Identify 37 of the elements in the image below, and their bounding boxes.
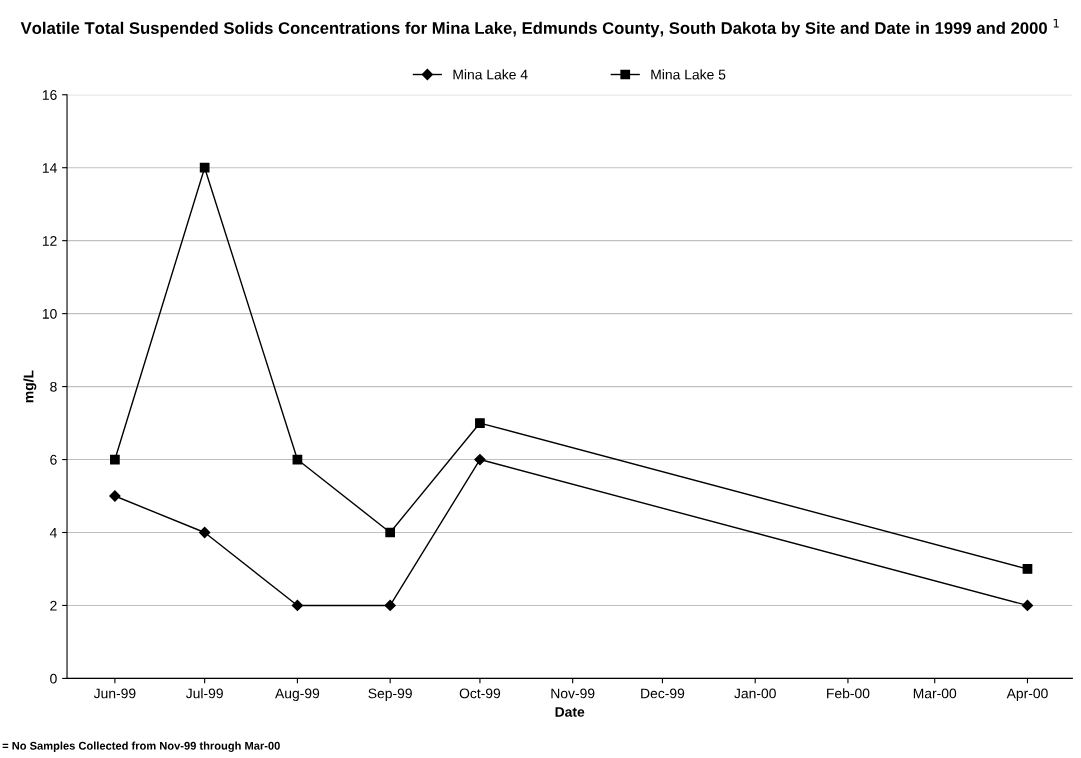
y-axis-title: mg/L [23, 370, 37, 403]
legend-label: Mina Lake 5 [651, 69, 726, 80]
x-tick-label: Oct-99 [459, 688, 501, 699]
point [110, 454, 120, 465]
text: = No Samples Collected from Nov-99 through Mar-00 [2, 741, 280, 752]
x-tick-label: Mar-00 [913, 688, 957, 699]
point [199, 526, 211, 539]
x-tick-label: Jul-99 [185, 688, 223, 699]
y-tick-label: 0 [50, 673, 57, 684]
x-axis-title: Date [555, 707, 585, 717]
point [385, 527, 396, 538]
x-tick-label: Jun-99 [93, 688, 136, 699]
y-tick-label: 6 [50, 454, 57, 465]
x-tick-label: Jan-00 [734, 688, 776, 699]
y-tick-label: 16 [42, 90, 57, 100]
y-tick-label: 10 [42, 308, 57, 319]
point [199, 162, 210, 173]
chart-title: Volatile Total Suspended Solids Concentrations for Mina Lake, Edmunds County, South Dakota by Site and Date in 1999 and 2000 $^{1}$ [20, 18, 1059, 38]
y-tick-label: 8 [50, 381, 57, 392]
point [291, 599, 304, 612]
legend-label: Mina Lake 4 [453, 69, 528, 80]
point [384, 599, 396, 612]
point [1022, 564, 1033, 574]
point [1021, 599, 1034, 612]
y-tick-label: 2 [50, 600, 57, 611]
x-tick-label: Dec-99 [641, 688, 685, 699]
x-tick-label: Apr-00 [1006, 688, 1048, 702]
x-tick-label: Sep-99 [368, 688, 412, 702]
y-tick-label: 14 [42, 163, 57, 173]
x-tick-label: Feb-00 [827, 688, 870, 699]
y-tick-label: 12 [42, 236, 57, 246]
point [475, 418, 485, 428]
point [109, 490, 121, 502]
point [474, 453, 486, 466]
y-tick-label: 4 [49, 527, 57, 538]
x-tick-label: Aug-99 [275, 688, 320, 702]
x-tick-label: Nov-99 [551, 688, 595, 699]
